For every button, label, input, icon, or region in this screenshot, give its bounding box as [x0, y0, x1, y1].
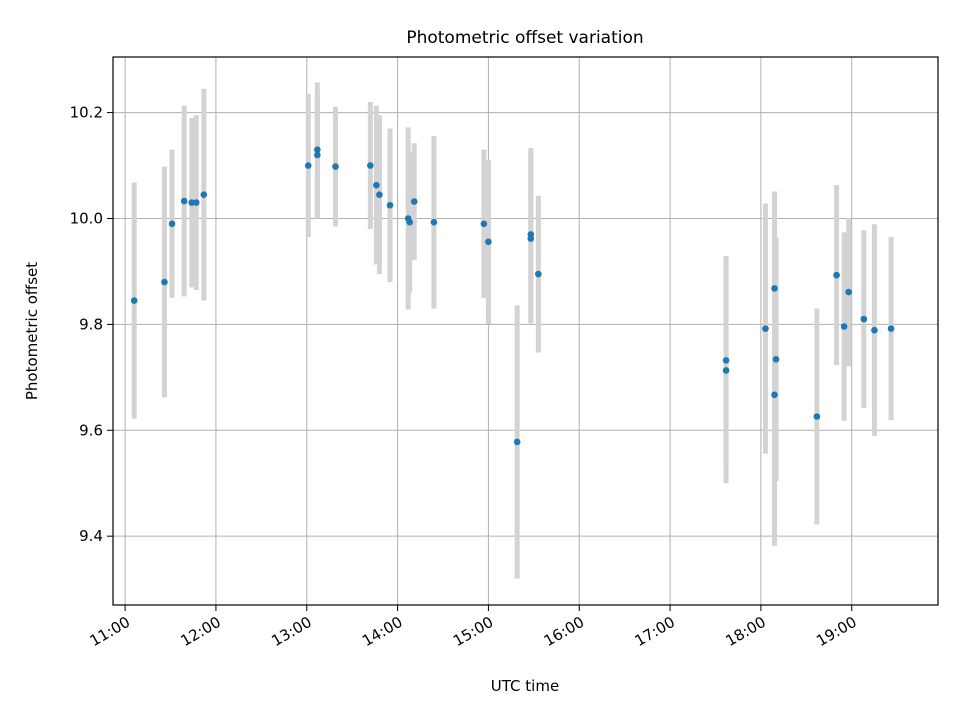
data-point	[367, 162, 374, 169]
data-point	[762, 325, 769, 332]
data-point	[332, 163, 339, 170]
data-point	[722, 357, 730, 364]
data-points	[130, 146, 895, 446]
y-axis-label: Photometric offset	[23, 262, 41, 400]
data-point	[161, 278, 168, 286]
data-point	[304, 162, 312, 169]
plot-frame	[112, 56, 939, 606]
data-point	[771, 391, 778, 399]
data-point	[180, 197, 188, 205]
data-point	[813, 413, 821, 420]
chart-title: Photometric offset variation	[406, 28, 643, 48]
data-point	[485, 238, 492, 246]
y-tick-label: 10.2	[70, 104, 103, 122]
data-point	[860, 315, 868, 323]
data-point	[871, 326, 878, 334]
data-point	[535, 270, 542, 278]
data-point	[513, 438, 521, 446]
data-point	[130, 297, 138, 304]
data-point	[192, 199, 200, 206]
data-point	[833, 271, 840, 279]
data-point	[410, 198, 418, 205]
data-point	[314, 146, 321, 153]
data-point	[430, 218, 438, 226]
data-point	[373, 181, 380, 189]
data-point	[168, 220, 176, 228]
data-point	[887, 325, 895, 332]
y-tick-label: 9.8	[79, 315, 103, 333]
data-point	[771, 285, 778, 292]
data-point	[845, 288, 852, 296]
y-tick-label: 10.0	[70, 209, 103, 227]
data-point	[406, 218, 413, 226]
x-axis-label: UTC time	[491, 677, 559, 695]
data-point	[200, 191, 208, 198]
data-point	[480, 220, 488, 228]
data-point	[722, 367, 730, 374]
data-point	[376, 191, 383, 198]
data-point	[527, 235, 535, 242]
y-tick-label: 9.6	[79, 421, 103, 439]
data-point	[772, 356, 780, 363]
y-axis-ticks: 9.4 9.6 9.8 10.0 10.2	[70, 104, 113, 545]
data-point	[840, 323, 848, 330]
data-point	[386, 201, 394, 209]
y-tick-label: 9.4	[79, 527, 103, 545]
data-point	[188, 199, 196, 206]
data-point	[314, 151, 321, 159]
